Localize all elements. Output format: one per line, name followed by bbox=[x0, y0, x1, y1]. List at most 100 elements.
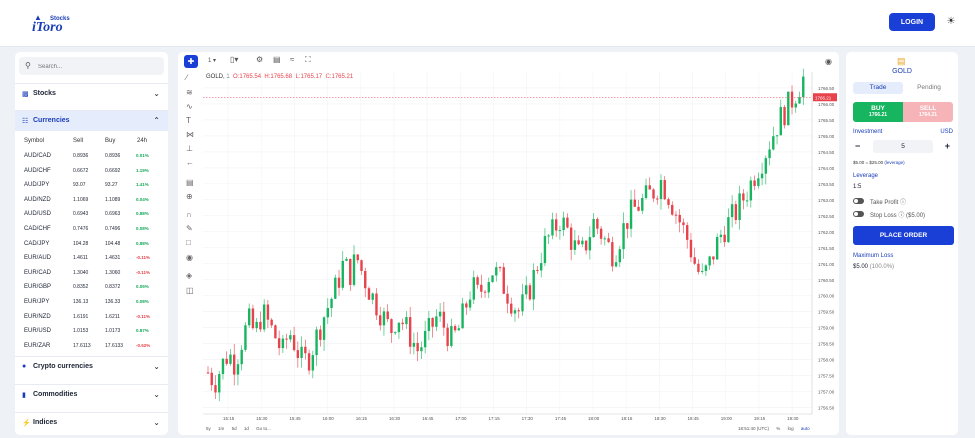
y-tick-label: 1766.00 bbox=[818, 102, 835, 107]
currency-row[interactable]: AUD/NZD 1.1069 1.1089 0.04% bbox=[15, 194, 168, 209]
search-box[interactable]: ⚲ bbox=[19, 57, 164, 75]
fullscreen-icon[interactable]: ⛶ bbox=[305, 55, 311, 64]
candle-body bbox=[218, 374, 221, 393]
currency-row[interactable]: EUR/GBP 0.8352 0.8372 0.05% bbox=[15, 281, 168, 296]
eye-icon[interactable]: ◉ bbox=[186, 253, 193, 262]
instrument-name: GOLD bbox=[892, 68, 912, 75]
candle-body bbox=[674, 214, 678, 216]
currency-row[interactable]: EUR/NZD 1.6191 1.6211 -0.11% bbox=[15, 311, 168, 326]
layers-icon[interactable]: ◈ bbox=[186, 271, 193, 280]
crosshair-icon[interactable]: ✚ bbox=[184, 55, 198, 68]
section-stocks[interactable]: ▩ Stocks ⌄ bbox=[15, 83, 168, 104]
range-1m[interactable]: 1m bbox=[218, 426, 225, 431]
price-chart[interactable]: 1766.50 1766.00 1765.50 1765.00 1764.50 1764.… bbox=[178, 52, 839, 435]
margin-info: $5.00 = $25.00 (leverage) bbox=[853, 160, 905, 165]
text-tool-icon[interactable]: T bbox=[186, 116, 191, 125]
currency-row[interactable]: AUD/CHF 0.6672 0.6692 1.19% bbox=[15, 165, 168, 180]
candle-body bbox=[513, 310, 517, 314]
candle-body bbox=[420, 347, 423, 352]
change-24h: -0.11% bbox=[136, 255, 151, 261]
candle-body bbox=[244, 325, 247, 350]
log-toggle[interactable]: log bbox=[787, 426, 794, 431]
currency-row[interactable]: AUD/JPY 93.07 93.27 1.41% bbox=[15, 179, 168, 194]
ruler-icon[interactable]: ▤ bbox=[186, 178, 194, 187]
range-1d[interactable]: 1d bbox=[243, 426, 249, 431]
section-commodities[interactable]: ▮ Commodities ⌄ bbox=[15, 384, 168, 405]
candle-body bbox=[641, 198, 644, 211]
range-5d[interactable]: 5d bbox=[231, 426, 237, 431]
percent-toggle[interactable]: % bbox=[776, 426, 781, 431]
lock-icon[interactable]: □ bbox=[186, 238, 191, 247]
candle-body bbox=[274, 325, 277, 339]
camera-icon[interactable]: ◉ bbox=[825, 57, 832, 66]
max-loss-label: Maximum Loss bbox=[853, 253, 894, 259]
buy-price: 1766.21 bbox=[868, 112, 888, 118]
section-currencies[interactable]: ☷ Currencies ⌃ bbox=[15, 110, 168, 131]
change-24h: 0.01% bbox=[136, 153, 149, 158]
stop-loss-toggle[interactable] bbox=[853, 211, 864, 217]
x-tick-label: 18:00 bbox=[588, 416, 600, 421]
sun-icon[interactable]: ☀ bbox=[946, 16, 956, 27]
candle-type-icon[interactable]: ▯▾ bbox=[230, 55, 239, 64]
tab-trade[interactable]: Trade bbox=[853, 82, 903, 94]
buy-button[interactable]: BUY 1766.21 bbox=[853, 102, 903, 122]
magnet-icon[interactable]: ∩ bbox=[186, 210, 192, 219]
section-indices[interactable]: ⚡ Indices ⌄ bbox=[15, 412, 168, 433]
trash-icon[interactable]: ◫ bbox=[186, 286, 194, 295]
pattern-icon[interactable]: ⋈ bbox=[186, 130, 194, 139]
search-input[interactable] bbox=[36, 60, 160, 74]
leverage-link[interactable]: (leverage) bbox=[884, 160, 905, 165]
plus-icon[interactable]: + bbox=[944, 141, 950, 151]
currency-row[interactable]: EUR/JPY 136.13 136.33 0.08% bbox=[15, 296, 168, 311]
sell-button[interactable]: SELL 1764.21 bbox=[903, 102, 953, 122]
brush-icon[interactable]: ∿ bbox=[186, 102, 193, 111]
range-5y[interactable]: 5y bbox=[206, 426, 211, 431]
candle-body bbox=[554, 219, 558, 231]
change-24h: 0.88% bbox=[136, 211, 149, 217]
pencil-lock-icon[interactable]: ✎ bbox=[186, 224, 193, 233]
compare-icon[interactable]: ≈ bbox=[290, 55, 295, 64]
goto-date[interactable]: Go to... bbox=[256, 426, 271, 431]
zoom-in-icon[interactable]: ⊕ bbox=[186, 192, 193, 201]
currency-row[interactable]: CAD/CHF 0.7476 0.7496 0.08% bbox=[15, 223, 168, 238]
currency-row[interactable]: CAD/JPY 104.28 104.48 0.88% bbox=[15, 238, 168, 253]
login-button[interactable]: LOGIN bbox=[889, 13, 935, 31]
candle-body bbox=[588, 237, 592, 251]
currency-row[interactable]: AUD/USD 0.6943 0.6963 0.88% bbox=[15, 208, 168, 223]
y-tick-label: 1763.00 bbox=[818, 198, 835, 203]
candle-body bbox=[461, 303, 464, 329]
brand-logo[interactable]: ▲ Stocks iToro bbox=[30, 12, 70, 36]
sell-price: 136.13 bbox=[73, 299, 89, 305]
candle-body bbox=[622, 223, 625, 250]
candle-body bbox=[599, 228, 603, 239]
interval-value: 1 bbox=[208, 58, 212, 64]
currency-row[interactable]: EUR/ZAR 17.6113 17.6133 -0.52% bbox=[15, 340, 168, 355]
investment-value[interactable]: 5 bbox=[873, 140, 933, 153]
arrow-left-icon[interactable]: ← bbox=[186, 158, 194, 167]
interval-select[interactable]: 1 ▾ bbox=[208, 58, 217, 64]
candle-body bbox=[794, 103, 797, 108]
place-order-button[interactable]: PLACE ORDER bbox=[853, 226, 954, 245]
currency-row[interactable]: AUD/CAD 0.8936 0.8936 0.01% bbox=[15, 150, 168, 165]
auto-toggle[interactable]: auto bbox=[800, 426, 810, 431]
indicators-icon[interactable]: ▤ bbox=[273, 55, 281, 64]
tab-pending[interactable]: Pending bbox=[917, 84, 941, 91]
chart-status-bar: 18:51:40 (UTC) % log auto bbox=[738, 426, 816, 431]
y-tick-label: 1758.00 bbox=[818, 358, 835, 363]
legend-open: O:1765.54 bbox=[233, 74, 262, 80]
minus-icon[interactable]: − bbox=[855, 141, 861, 151]
currency-row[interactable]: EUR/USD 1.0153 1.0173 0.87% bbox=[15, 325, 168, 340]
measure-icon[interactable]: ⊥ bbox=[186, 144, 193, 153]
range-bar: 5y 1m 5d 1d Go to... bbox=[206, 426, 277, 431]
settings-icon[interactable]: ⚙ bbox=[256, 55, 264, 64]
trend-line-icon[interactable]: ∕ bbox=[186, 73, 188, 82]
section-crypto[interactable]: ● Crypto currencies ⌄ bbox=[15, 356, 168, 377]
currency-symbol: EUR/USD bbox=[24, 328, 52, 335]
currency-row[interactable]: EUR/CAD 1.3040 1.3060 -0.11% bbox=[15, 267, 168, 282]
fib-tool-icon[interactable]: ≋ bbox=[186, 88, 193, 97]
currency-row[interactable]: EUR/AUD 1.4611 1.4631 -0.11% bbox=[15, 252, 168, 267]
top-bar: ▲ Stocks iToro LOGIN ☀ bbox=[0, 0, 975, 47]
candle-body bbox=[292, 335, 296, 351]
candle-body bbox=[700, 270, 704, 272]
take-profit-toggle[interactable] bbox=[853, 198, 864, 204]
